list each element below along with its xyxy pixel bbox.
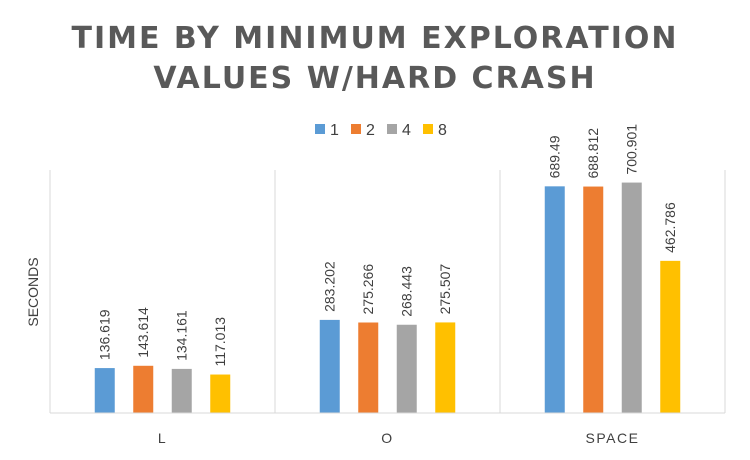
bar-series-8-space	[660, 260, 681, 413]
bar-series-2-l	[133, 365, 154, 413]
chart-title-line-1: TIME BY MINIMUM EXPLORATION	[72, 21, 679, 56]
data-label: 700.901	[624, 124, 640, 175]
category-label: L	[158, 430, 167, 446]
data-label: 275.266	[360, 264, 376, 315]
data-label: 462.786	[662, 202, 678, 253]
bar-series-8-o	[435, 322, 456, 413]
data-label: 275.507	[437, 264, 453, 315]
data-label: 268.443	[399, 266, 415, 317]
legend-label: 4	[402, 122, 411, 139]
bar-series-4-o	[396, 324, 417, 413]
legend-swatch	[315, 124, 325, 134]
chart-title: TIME BY MINIMUM EXPLORATION VALUES W/HAR…	[72, 21, 679, 96]
legend-label: 1	[330, 122, 339, 139]
bar-series-1-o	[319, 319, 340, 413]
bars	[94, 182, 681, 413]
chart-title-line-2: VALUES W/HARD CRASH	[153, 61, 596, 96]
bar-series-8-l	[210, 374, 231, 413]
legend-swatch	[423, 124, 433, 134]
legend-label: 2	[366, 122, 375, 139]
data-label: 283.202	[322, 261, 338, 312]
data-label: 117.013	[212, 317, 228, 367]
bar-series-4-l	[171, 368, 192, 413]
y-axis-title: SECONDS	[25, 257, 41, 326]
data-label: 143.614	[135, 307, 151, 358]
legend: 1 2 4 8	[315, 122, 447, 139]
category-labels: L O SPACE	[158, 430, 640, 446]
data-label: 688.812	[585, 128, 601, 179]
bar-series-1-space	[544, 186, 565, 413]
data-labels: 136.619 143.614 134.161 117.013 283.202 275.2…	[97, 124, 679, 367]
data-label: 136.619	[97, 309, 113, 360]
bar-series-2-space	[583, 186, 604, 413]
bar-series-1-l	[94, 368, 115, 413]
category-label: O	[381, 430, 393, 446]
category-label: SPACE	[586, 430, 640, 446]
data-label: 134.161	[174, 310, 190, 361]
bar-series-2-o	[358, 322, 379, 413]
legend-label: 8	[438, 122, 447, 139]
data-label: 689.49	[547, 135, 563, 178]
bar-series-4-space	[621, 182, 642, 413]
legend-swatch	[351, 124, 361, 134]
category-separators	[49, 170, 726, 413]
legend-swatch	[387, 124, 397, 134]
